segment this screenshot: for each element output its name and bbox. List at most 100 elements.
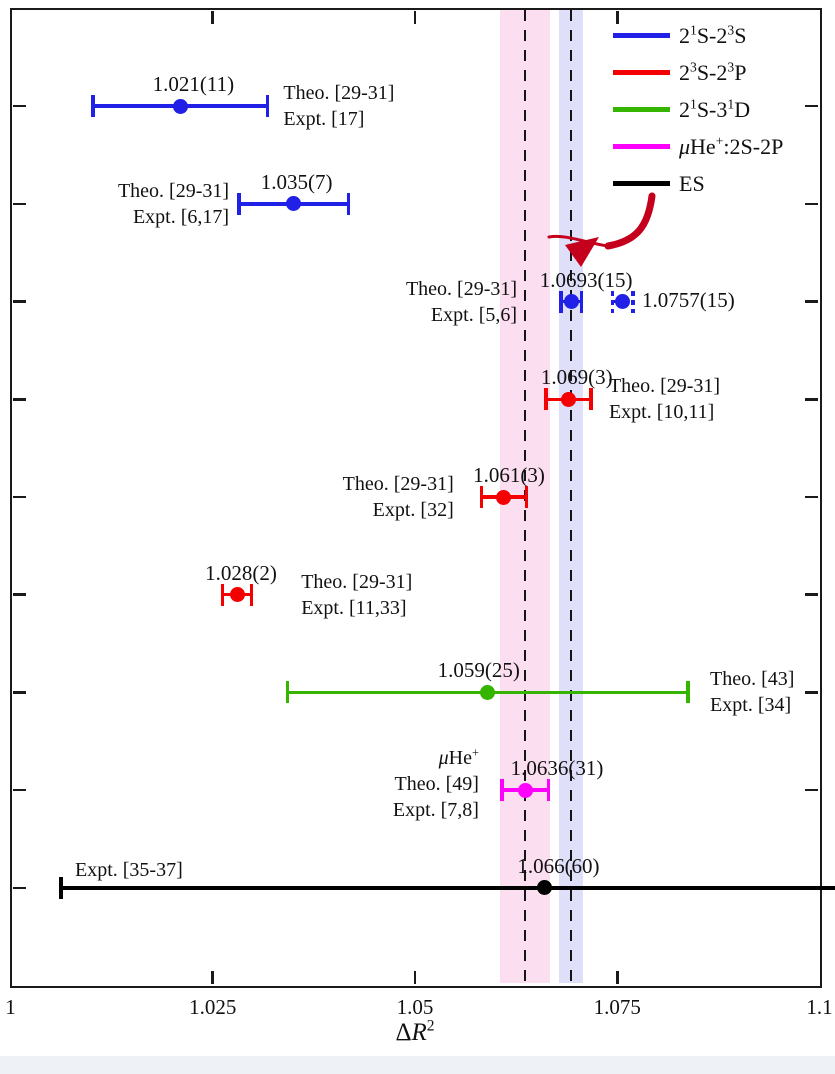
legend-label: μHe+:2S-2P: [679, 134, 783, 160]
y-axis-tick-left: [12, 886, 26, 890]
legend-label: 23S-23P: [679, 60, 746, 86]
reference-label-line: Expt. [7,8]: [393, 797, 479, 823]
value-label: 1.059(25): [437, 658, 520, 683]
data-point-marker: [229, 587, 245, 603]
y-axis-tick-right: [804, 104, 818, 108]
text-segment: 1: [727, 96, 735, 112]
error-bar-cap: [265, 95, 270, 118]
y-axis-tick-left: [12, 202, 26, 206]
text-segment: Theo. [29-31]: [342, 473, 454, 495]
reference-label-line: Expt. [17]: [283, 106, 394, 132]
text-segment: Expt. [11,33]: [301, 596, 407, 619]
page-edge-strip: [0, 1056, 835, 1074]
legend-line: [613, 144, 670, 149]
y-axis-tick-left: [12, 788, 26, 792]
y-axis-tick-right: [804, 593, 818, 596]
y-axis-tick-left: [12, 495, 26, 499]
reference-label: Theo. [29-31] Expt. [5,6]: [406, 276, 517, 328]
text-segment: Expt. [35-37]: [75, 858, 183, 881]
error-bar-cap: [546, 779, 551, 802]
text-segment: Theo. [29-31]: [405, 277, 518, 300]
text-segment: S-2: [696, 23, 728, 48]
text-segment: Expt. [5,6]: [430, 303, 518, 326]
reference-label-line: Theo. [29-31]: [283, 80, 394, 106]
error-bar-line: [59, 886, 835, 890]
reference-label-line: Expt. [6,17]: [118, 204, 229, 230]
value-label: 1.069(3): [540, 365, 613, 390]
text-segment: +: [715, 133, 724, 149]
text-segment: 1: [690, 22, 697, 38]
error-bar-cap: [285, 681, 290, 704]
reference-label-line: Theo. [29-31]: [609, 373, 720, 399]
data-point-marker: [536, 880, 552, 896]
reference-label: Theo. [29-31] Expt. [11,33]: [301, 569, 412, 621]
legend-label: 21S-23S: [679, 23, 746, 49]
text-segment: Theo. [43]: [710, 668, 795, 691]
y-axis-tick-left: [12, 398, 26, 401]
error-bar-cap: [686, 681, 691, 704]
value-label: 1.061(3): [473, 463, 545, 487]
y-axis-tick-right: [804, 788, 818, 792]
text-segment: Expt. [17]: [283, 108, 365, 131]
reference-label-line: Expt. [34]: [710, 692, 794, 718]
error-bar-cap: [589, 388, 593, 411]
dashed-guide-line: [569, 10, 573, 983]
text-segment: 3: [727, 22, 735, 38]
value-label: 1.035(7): [260, 169, 333, 194]
companion-point-marker: [615, 294, 631, 310]
text-segment: Expt. [34]: [710, 694, 792, 717]
text-segment: S-2: [696, 60, 728, 85]
text-segment: :2S-2P: [723, 134, 784, 159]
text-segment: P: [734, 60, 747, 85]
text-segment: He: [448, 747, 472, 770]
x-tick-label: 1: [5, 995, 16, 1019]
text-segment: ES: [679, 171, 705, 196]
text-segment: Theo. [49]: [394, 773, 479, 796]
y-axis-tick-right: [804, 495, 818, 499]
x-axis-tick-bottom: [615, 970, 619, 984]
text-segment: S-3: [696, 97, 728, 122]
reference-label-line: Theo. [29-31]: [343, 471, 454, 497]
reference-label: μHe+ Theo. [49] Expt. [7,8]: [393, 745, 479, 823]
error-bar-cap: [559, 290, 563, 313]
error-bar-cap: [579, 290, 584, 313]
companion-value-label: 1.0757(15): [642, 287, 735, 312]
value-label: 1.0636(31): [510, 756, 604, 781]
y-axis-tick-right: [804, 398, 818, 401]
reference-label: Theo. [29-31] Expt. [6,17]: [118, 178, 229, 230]
x-axis-tick-top: [615, 10, 619, 24]
error-bar-cap: [220, 583, 225, 606]
text-segment: μ: [438, 747, 449, 770]
error-bar-cap: [91, 95, 95, 118]
y-axis-tick-left: [12, 691, 26, 694]
reference-label-line: Theo. [43]: [710, 666, 794, 692]
reference-label: Theo. [29-31] Expt. [10,11]: [609, 373, 720, 425]
reference-label-line: Expt. [10,11]: [609, 399, 720, 425]
plot-border: [10, 8, 822, 988]
text-segment: μ: [679, 134, 691, 159]
reference-label: Theo. [43] Expt. [34]: [710, 666, 794, 718]
x-axis-tick-bottom: [211, 970, 215, 984]
x-axis-tick-top: [413, 10, 417, 24]
data-point-marker: [517, 782, 533, 798]
text-segment: Expt. [7,8]: [392, 799, 479, 822]
legend-label: ES: [679, 171, 705, 197]
text-segment: D: [734, 97, 751, 122]
text-segment: He: [690, 134, 716, 159]
y-axis-tick-left: [12, 593, 26, 596]
reference-label-line: μHe+: [393, 745, 479, 771]
text-segment: 3: [690, 59, 697, 75]
data-point-marker: [172, 98, 188, 114]
data-point-marker: [480, 684, 496, 700]
text-segment: 2: [679, 97, 690, 122]
y-axis-tick-right: [804, 300, 818, 303]
text-segment: Expt. [10,11]: [608, 401, 715, 424]
x-tick-label: 1.1: [806, 995, 833, 1019]
legend-line: [613, 70, 670, 75]
legend-line: [613, 107, 670, 112]
y-axis-tick-right: [804, 202, 818, 206]
legend-label: 21S-31D: [679, 97, 750, 123]
x-axis-label: ΔR2: [395, 1018, 434, 1047]
legend-line: [613, 33, 670, 38]
